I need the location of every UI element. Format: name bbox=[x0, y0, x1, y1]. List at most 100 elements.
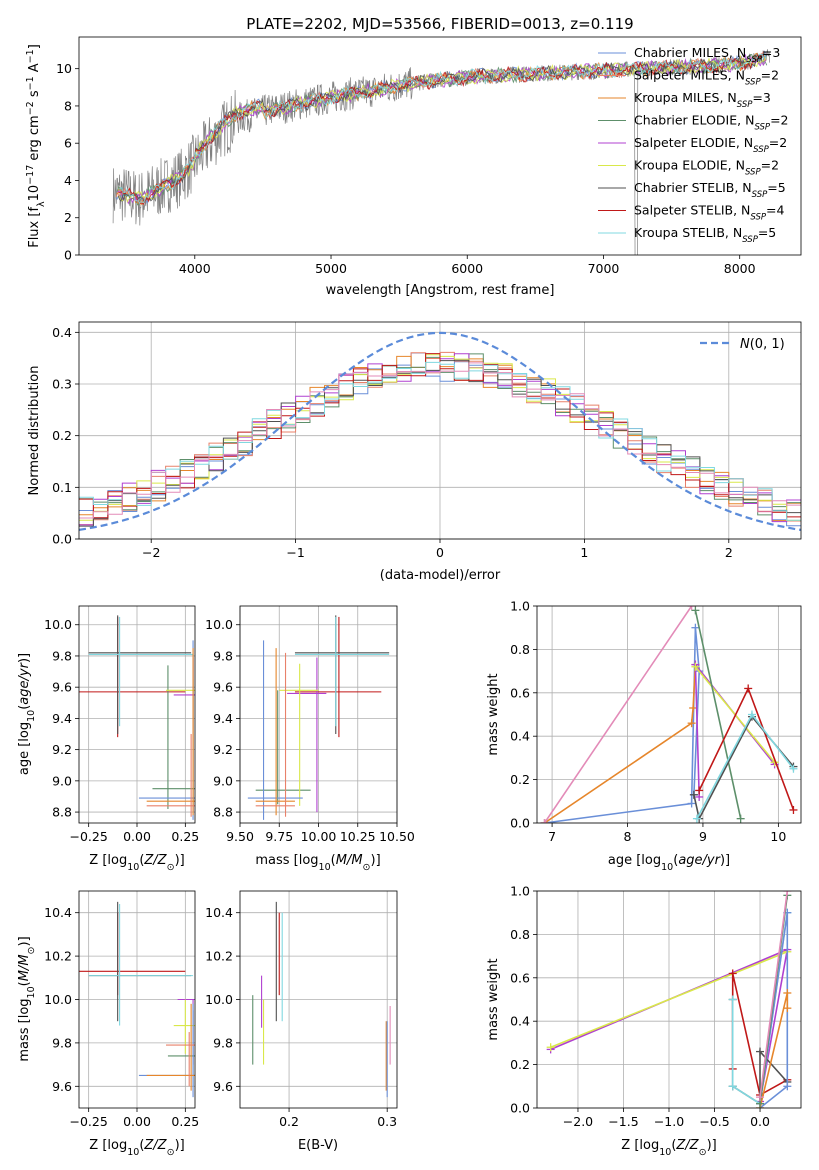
tick-label-y: 2 bbox=[64, 210, 72, 225]
tick-label-x: 0.25 bbox=[171, 829, 199, 844]
tick-label-x: 0.3 bbox=[377, 1114, 397, 1129]
tick-label-y: 10.0 bbox=[205, 992, 233, 1007]
legend-entry: Kroupa ELODIE, NSSP=2 bbox=[634, 158, 779, 178]
tick-label-y: 0.4 bbox=[510, 729, 530, 744]
tick-label-x: −0.5 bbox=[699, 1114, 729, 1129]
legend: Chabrier MILES, NSSP=3 Salpeter MILES, NS… bbox=[598, 45, 789, 245]
gaussian-curve bbox=[79, 331, 801, 531]
tick-label-x: 5000 bbox=[315, 261, 347, 276]
tick-label-y: 10.2 bbox=[205, 949, 233, 964]
tick-label-x: −2 bbox=[142, 545, 160, 560]
plot-area bbox=[546, 891, 792, 1108]
legend-entry: Salpeter MILES, NSSP=2 bbox=[634, 68, 779, 88]
x-axis-label: E(B-V) bbox=[298, 1138, 338, 1153]
histogram-step bbox=[79, 353, 801, 519]
x-axis-label: (data-model)/error bbox=[380, 568, 501, 583]
tick-label-x: 4000 bbox=[179, 261, 211, 276]
tick-label-x: 0.00 bbox=[123, 1114, 151, 1129]
x-axis-label: mass [log10(M/M⊙)] bbox=[255, 853, 380, 873]
tick-label-y: 0.2 bbox=[510, 1057, 530, 1072]
tick-label-y: 9.8 bbox=[52, 648, 72, 663]
tick-label-y: 0 bbox=[64, 248, 72, 263]
tick-label-y: 10.4 bbox=[205, 905, 233, 920]
tick-label-y: 0.8 bbox=[510, 927, 530, 942]
weight-line bbox=[759, 891, 789, 1098]
tick-label-x: 9.75 bbox=[265, 829, 293, 844]
tick-label-x: 0.00 bbox=[123, 829, 151, 844]
legend-entry: Kroupa MILES, NSSP=3 bbox=[634, 90, 771, 110]
legend-entry: Salpeter ELODIE, NSSP=2 bbox=[634, 135, 787, 155]
tick-label-x: 0.2 bbox=[279, 1114, 299, 1129]
y-axis-label: Normed distribution bbox=[27, 366, 42, 496]
weight-line bbox=[694, 610, 742, 819]
x-axis-label: wavelength [Angstrom, rest frame] bbox=[326, 283, 555, 298]
tick-label-y: 9.4 bbox=[52, 711, 72, 726]
tick-label-y: 0.4 bbox=[510, 1014, 530, 1029]
tick-label-x: 8 bbox=[624, 829, 632, 844]
tick-label-x: 8000 bbox=[724, 261, 756, 276]
weight-line bbox=[544, 664, 697, 823]
histogram-step bbox=[79, 361, 801, 521]
x-axis-label: age [log10(age/yr)] bbox=[608, 853, 730, 873]
y-axis-label: mass [log10(M/M⊙)] bbox=[17, 936, 37, 1061]
tick-label-y: 9.0 bbox=[52, 773, 72, 788]
tick-label-x: 7 bbox=[548, 829, 556, 844]
panel-age_vs_Z: −0.25 0.00 0.25 8.8 9.0 9.2 9.4 9.6 9.8 10.0 Z [lo… bbox=[17, 605, 199, 873]
tick-label-y: 9.0 bbox=[213, 773, 233, 788]
plot-area bbox=[112, 49, 771, 255]
tick-label-y: 9.2 bbox=[52, 742, 72, 757]
tick-label-y: 0.2 bbox=[510, 772, 530, 787]
plot-area bbox=[79, 615, 195, 820]
tick-label-y: 9.2 bbox=[213, 742, 233, 757]
panel-mass_weight_vs_age: 7 8 9 10 0.0 0.2 0.4 0.6 0.8 1.0 mass weight age [l… bbox=[486, 599, 802, 873]
tick-label-y: 9.4 bbox=[213, 711, 233, 726]
tick-label-y: 0.2 bbox=[52, 428, 72, 443]
tick-label-y: 9.6 bbox=[213, 680, 233, 695]
legend-entry: Chabrier MILES, NSSP=3 bbox=[634, 45, 780, 65]
panel-mass_weight_vs_Z: −2.0 −1.5 −1.0 −0.5 0.0 0.0 0.2 0.4 0.6 0.8 1.0 mas… bbox=[486, 884, 802, 1158]
model-spectrum-kroupa-stelib bbox=[118, 52, 767, 204]
tick-label-x: 9 bbox=[699, 829, 707, 844]
tick-label-x: 10.25 bbox=[340, 829, 376, 844]
tick-label-y: 0.6 bbox=[510, 685, 530, 700]
histogram-step bbox=[79, 362, 801, 519]
tick-label-y: 10 bbox=[56, 61, 72, 76]
plot-area bbox=[540, 606, 798, 823]
tick-label-y: 9.8 bbox=[213, 1035, 233, 1050]
x-axis-label: Z [log10(Z/Z⊙)] bbox=[89, 853, 184, 873]
y-axis-label: Flux [fλ10−17 erg cm−2 s−1 A−1] bbox=[25, 44, 47, 248]
y-axis-label: mass weight bbox=[486, 673, 501, 755]
y-axis-label: age [log10(age/yr)] bbox=[17, 653, 37, 775]
tick-label-y: 6 bbox=[64, 136, 72, 151]
tick-label-y: 9.8 bbox=[52, 1035, 72, 1050]
axes-frame bbox=[78, 36, 802, 256]
weight-line bbox=[544, 627, 701, 823]
panel-mass_vs_EBV: 0.2 0.3 9.6 9.8 10.0 10.2 10.4 E(B-V) bbox=[205, 890, 398, 1153]
tick-label-y: 8.8 bbox=[213, 805, 233, 820]
tick-label-x: 0.25 bbox=[171, 1114, 199, 1129]
tick-label-y: 0.1 bbox=[52, 480, 72, 495]
grid bbox=[240, 891, 397, 1108]
tick-label-y: 1.0 bbox=[510, 884, 530, 899]
tick-label-y: 10.0 bbox=[205, 617, 233, 632]
tick-label-y: 9.6 bbox=[213, 1079, 233, 1094]
plot-area bbox=[79, 901, 195, 1098]
legend-entry: Kroupa STELIB, NSSP=5 bbox=[634, 225, 776, 245]
tick-label-x: 10.50 bbox=[379, 829, 415, 844]
tick-label-x: 10.00 bbox=[301, 829, 337, 844]
tick-label-y: 8 bbox=[64, 98, 72, 113]
x-axis-label: Z [log10(Z/Z⊙)] bbox=[89, 1138, 184, 1158]
plot-area bbox=[79, 331, 801, 531]
panel-residuals: −2 −1 0 1 2 0.0 0.1 0.2 0.3 0.4 N(0, 1) (data-model… bbox=[27, 321, 802, 583]
tick-label-x: −1.0 bbox=[654, 1114, 684, 1129]
legend-entry: Chabrier STELIB, NSSP=5 bbox=[634, 180, 786, 200]
panel-mass_vs_Z: −0.25 0.00 0.25 9.6 9.8 10.0 10.2 10.4 Z [log10(… bbox=[17, 890, 199, 1158]
tick-label-y: 4 bbox=[64, 173, 72, 188]
model-spectrum-chabrier-stelib bbox=[117, 52, 768, 204]
legend-entry: N(0, 1) bbox=[740, 337, 785, 352]
tick-label-x: 0 bbox=[436, 545, 444, 560]
tick-label-x: −1.5 bbox=[608, 1114, 638, 1129]
tick-label-y: 10.4 bbox=[44, 905, 72, 920]
tick-label-y: 10.0 bbox=[44, 992, 72, 1007]
